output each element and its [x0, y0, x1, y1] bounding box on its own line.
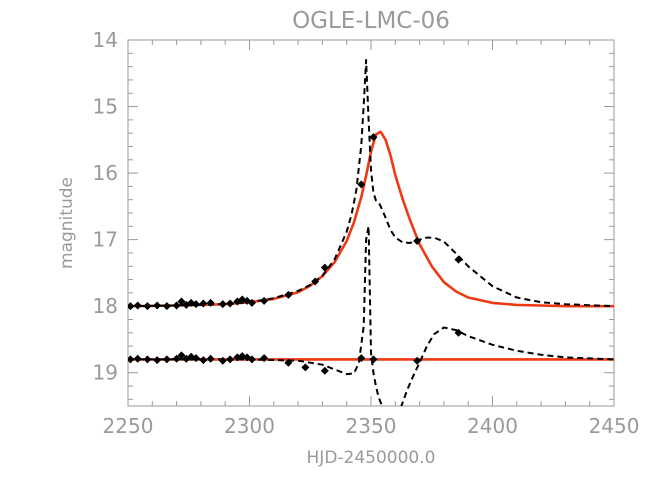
- x-tick-label: 2250: [103, 414, 154, 438]
- data-point: [369, 133, 378, 142]
- x-tick-label: 2450: [589, 414, 640, 438]
- data-point: [192, 354, 201, 363]
- data-point: [162, 355, 171, 364]
- solid-fit-line-1: [128, 130, 614, 308]
- data-point: [226, 299, 235, 308]
- y-tick-label: 17: [93, 228, 118, 252]
- x-axis-label: HJD-2450000.0: [307, 448, 436, 468]
- data-markers: [128, 133, 463, 375]
- data-point: [199, 299, 208, 308]
- data-point: [162, 302, 171, 311]
- data-point: [413, 356, 422, 365]
- data-point: [133, 301, 142, 310]
- data-point: [301, 363, 310, 372]
- data-point: [153, 301, 162, 310]
- chart-title: OGLE-LMC-06: [292, 8, 450, 34]
- data-point: [206, 298, 215, 307]
- x-tick-label: 2350: [346, 414, 397, 438]
- data-point: [177, 297, 186, 306]
- data-point: [218, 356, 227, 365]
- data-point: [177, 351, 186, 360]
- data-point: [218, 300, 227, 309]
- data-point: [454, 255, 463, 264]
- series-lines: [128, 59, 614, 406]
- data-point: [357, 354, 366, 363]
- data-point: [206, 354, 215, 363]
- data-point: [192, 300, 201, 309]
- x-tick-label: 2300: [224, 414, 275, 438]
- data-point: [320, 263, 329, 272]
- data-point: [284, 358, 293, 367]
- y-tick-label: 18: [93, 294, 118, 318]
- data-point: [413, 236, 422, 245]
- y-tick-label: 15: [93, 95, 118, 119]
- data-point: [199, 356, 208, 365]
- data-point: [284, 290, 293, 299]
- data-point: [369, 355, 378, 364]
- dashed-fit-line-2: [128, 59, 614, 308]
- data-point: [128, 302, 135, 311]
- data-point: [320, 366, 329, 375]
- data-point: [133, 354, 142, 363]
- data-point: [260, 296, 269, 305]
- y-tick-label: 16: [93, 161, 118, 185]
- data-point: [128, 355, 135, 364]
- y-tick-label: 14: [93, 28, 118, 52]
- data-point: [153, 356, 162, 365]
- data-point: [357, 180, 366, 189]
- data-point: [226, 355, 235, 364]
- y-axis-label: magnitude: [57, 177, 77, 269]
- data-point: [247, 355, 256, 364]
- data-point: [143, 302, 152, 311]
- dashed-fit-line-4: [128, 225, 614, 406]
- tick-labels: 2250 2300 2350 2400 2450 14 15 16 17 18 19: [93, 28, 640, 438]
- y-tick-label: 19: [93, 361, 118, 385]
- data-point: [260, 354, 269, 363]
- x-tick-label: 2400: [467, 414, 518, 438]
- data-point: [172, 301, 181, 310]
- data-point: [143, 355, 152, 364]
- data-point: [454, 328, 463, 337]
- data-point: [311, 277, 320, 286]
- data-point: [172, 354, 181, 363]
- data-point: [247, 298, 256, 307]
